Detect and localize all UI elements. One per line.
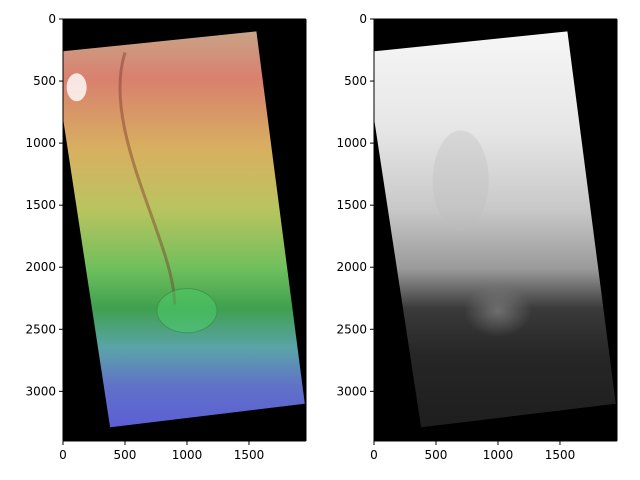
y-tick-label: 1500 — [336, 198, 367, 212]
x-tick-label: 1500 — [234, 448, 265, 462]
y-tick-label: 500 — [33, 74, 56, 88]
bright-patch — [66, 73, 87, 102]
x-tick-label: 1000 — [483, 448, 514, 462]
x-tick-label: 1500 — [545, 448, 576, 462]
lobe-feature — [156, 288, 218, 334]
y-tick-label: 1000 — [336, 136, 367, 150]
y-tick-label: 0 — [48, 12, 56, 26]
panel-1: 0 500 1000 1500 0 500 1000 1500 2000 2500 3000 — [25, 12, 307, 462]
y-tick-label: 2500 — [336, 322, 367, 336]
x-tick-label: 500 — [114, 448, 137, 462]
x-tick-label: 500 — [425, 448, 448, 462]
ridge-line — [118, 52, 177, 305]
axes-frame — [373, 18, 618, 442]
y-tick-label: 3000 — [25, 384, 56, 398]
y-tick-label: 2500 — [25, 322, 56, 336]
x-tick-label: 0 — [59, 448, 67, 462]
image-footprint — [63, 31, 305, 428]
mid-shading — [432, 130, 489, 231]
y-tick-label: 1000 — [25, 136, 56, 150]
axes-frame — [62, 18, 307, 442]
lobe-feature — [463, 284, 532, 337]
panel-2: 0 500 1000 1500 0 500 1000 1500 2000 2500 3000 — [336, 12, 618, 462]
x-tick-label: 0 — [370, 448, 378, 462]
y-tick-label: 2000 — [25, 260, 56, 274]
y-tick-label: 1500 — [25, 198, 56, 212]
y-tick-label: 0 — [359, 12, 367, 26]
y-tick-label: 2000 — [336, 260, 367, 274]
image-footprint — [374, 31, 616, 428]
y-tick-label: 500 — [344, 74, 367, 88]
x-tick-label: 1000 — [172, 448, 203, 462]
y-tick-label: 3000 — [336, 384, 367, 398]
